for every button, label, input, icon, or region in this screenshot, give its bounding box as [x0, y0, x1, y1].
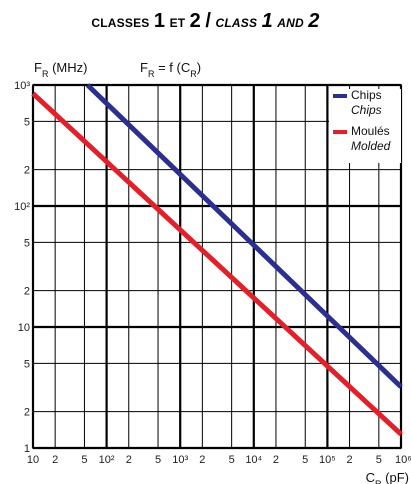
x-tick-label: 10 — [27, 454, 39, 466]
x-tick-label: 5 — [81, 454, 87, 466]
title-slash: / — [205, 10, 212, 32]
series-line-chips — [85, 83, 403, 389]
y-tick-label: 2 — [24, 165, 30, 177]
x-tick-label: 2 — [273, 454, 279, 466]
x-tick-label: 5 — [302, 454, 308, 466]
x-tick-label: 5 — [376, 454, 382, 466]
title-and: AND — [277, 16, 304, 30]
title-classes: CLASSES — [91, 16, 150, 30]
title-num-2: 2 — [189, 10, 201, 32]
title-et: ET — [169, 16, 186, 30]
legend-label: Chips — [351, 88, 382, 102]
y-tick-label: 1 — [24, 443, 30, 455]
x-axis-label: CR (pF) — [366, 470, 409, 484]
legend-label-en: Chips — [351, 103, 382, 117]
y-tick-label: 10 — [18, 322, 30, 334]
y-tick-label: 5 — [24, 358, 30, 370]
title-num-3: 1 — [261, 10, 273, 32]
x-tick-label: 10⁵ — [319, 454, 336, 466]
x-tick-label: 5 — [155, 454, 161, 466]
formula-label: FR = f (CR) — [140, 60, 201, 79]
x-tick-label: 2 — [126, 454, 132, 466]
legend-background — [329, 89, 401, 163]
tick-labels: 10 2 5 10² 2 5 10³ 2 5 10⁴ 2 5 10⁵ 2 5 10⁶125102510²251… — [14, 80, 411, 466]
y-tick-label: 2 — [24, 286, 30, 298]
grid — [31, 83, 403, 450]
plot-frame — [32, 84, 402, 449]
x-tick-label: 10⁴ — [245, 454, 262, 466]
series-line-molded — [31, 91, 403, 437]
chart-title: CLASSES 1 ET 2 / CLASS 1 AND 2 — [0, 10, 411, 33]
x-tick-label: 10² — [99, 454, 115, 466]
title-class: CLASS — [215, 16, 258, 30]
y-tick-label: 2 — [24, 407, 30, 419]
x-tick-label: 2 — [199, 454, 205, 466]
x-tick-label: 2 — [52, 454, 58, 466]
y-tick-label: 10² — [14, 201, 30, 213]
x-tick-label: 2 — [346, 454, 352, 466]
x-tick-label: 10⁶ — [395, 454, 411, 466]
title-num-4: 2 — [308, 10, 320, 32]
title-num-1: 1 — [153, 10, 166, 32]
y-tick-label: 5 — [24, 116, 30, 128]
y-axis-label: FR (MHz) — [34, 60, 87, 79]
x-tick-label: 5 — [229, 454, 235, 466]
y-tick-label: 5 — [24, 237, 30, 249]
legend-label: Moulés — [351, 124, 390, 138]
y-tick-label: 10³ — [14, 80, 30, 92]
legend-label-en: Molded — [351, 139, 391, 153]
series-lines — [31, 83, 403, 437]
x-tick-label: 10³ — [172, 454, 188, 466]
axis-labels: FR (MHz) FR = f (CR) CR (pF) — [34, 60, 409, 484]
